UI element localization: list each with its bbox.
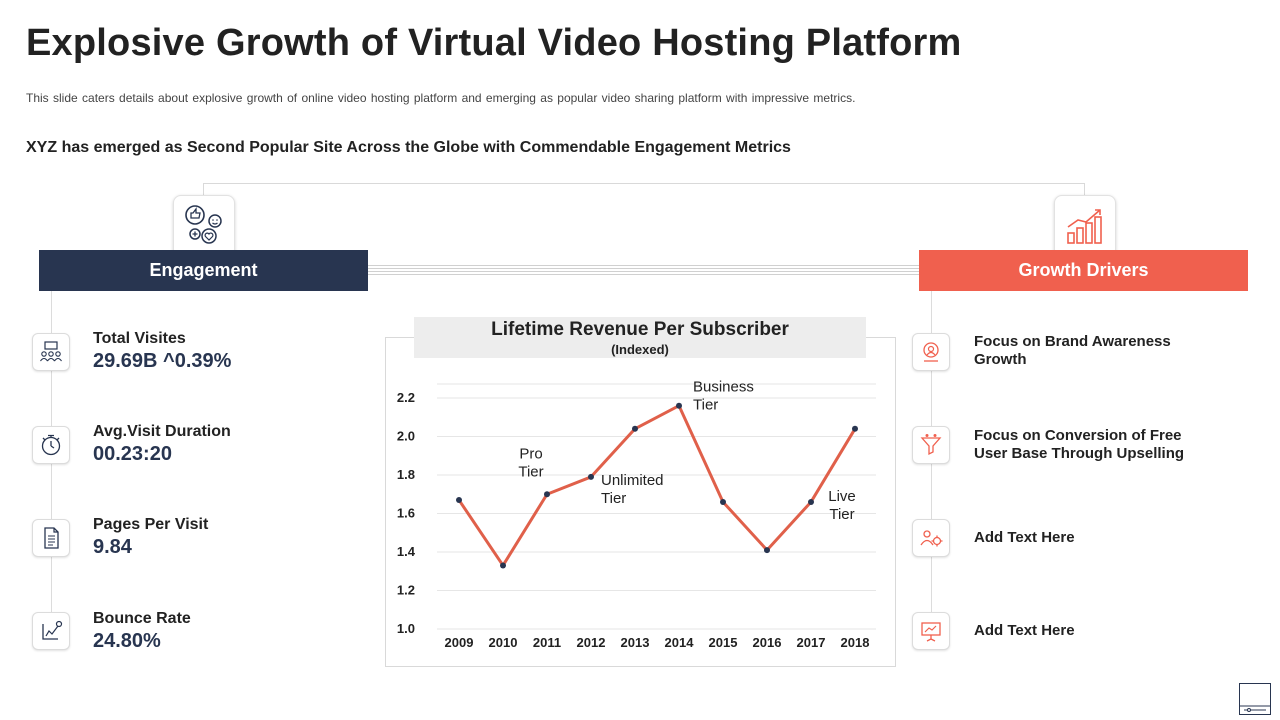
gear-person-icon xyxy=(920,530,943,547)
growth-header-icon-box xyxy=(1054,195,1116,257)
growth-bar-chart-icon xyxy=(1067,209,1102,244)
chart-header: Lifetime Revenue Per Subscriber (Indexed… xyxy=(414,317,866,358)
growth-driver-text: Focus on Conversion of Free User Base Th… xyxy=(974,427,1185,462)
engagement-heading: Engagement xyxy=(39,250,368,291)
slide-title: Explosive Growth of Virtual Video Hostin… xyxy=(26,22,962,64)
slide-headline: XYZ has emerged as Second Popular Site A… xyxy=(26,139,791,156)
conversion-funnel-icon xyxy=(920,434,942,456)
document-icon xyxy=(44,527,59,549)
driver-icon-box xyxy=(912,333,950,371)
metric-value: 29.69B ^0.39% xyxy=(93,350,232,372)
engagement-header-icon-box xyxy=(173,195,235,257)
metric-value: 24.80% xyxy=(93,630,161,652)
presentation-icon xyxy=(921,622,941,642)
growth-driver-text: Add Text Here xyxy=(974,622,1075,639)
slide-navigation-icon[interactable] xyxy=(1239,683,1271,715)
driver-icon-box xyxy=(912,612,950,650)
metric-value: 9.84 xyxy=(93,536,132,558)
metric-label: Pages Per Visit xyxy=(93,516,209,533)
metric-icon-box xyxy=(32,612,70,650)
bounce-chart-icon xyxy=(42,620,63,640)
growth-drivers-heading: Growth Drivers xyxy=(919,250,1248,291)
slider-icon xyxy=(1240,705,1270,712)
audience-icon xyxy=(40,341,62,362)
metric-icon-box xyxy=(32,519,70,557)
chart-subtitle: (Indexed) xyxy=(611,342,669,357)
stopwatch-icon xyxy=(41,434,61,456)
metric-label: Avg.Visit Duration xyxy=(93,423,231,440)
thumbs-up-heart-smile-icon xyxy=(185,205,222,244)
driver-icon-box xyxy=(912,519,950,557)
metric-label: Bounce Rate xyxy=(93,610,191,627)
brand-awareness-icon xyxy=(923,342,939,362)
slide-subtitle: This slide caters details about explosiv… xyxy=(26,91,856,105)
middle-connector-lines xyxy=(368,265,919,275)
chart-frame xyxy=(385,337,896,667)
driver-icon-box xyxy=(912,426,950,464)
growth-driver-text: Focus on Brand Awareness Growth xyxy=(974,333,1171,368)
metric-label: Total Visites xyxy=(93,330,186,347)
metric-icon-box xyxy=(32,426,70,464)
top-connector-line xyxy=(203,183,1085,195)
growth-driver-text: Add Text Here xyxy=(974,529,1075,546)
metric-icon-box xyxy=(32,333,70,371)
chart-title: Lifetime Revenue Per Subscriber xyxy=(491,319,789,340)
metric-value: 00.23:20 xyxy=(93,443,172,465)
